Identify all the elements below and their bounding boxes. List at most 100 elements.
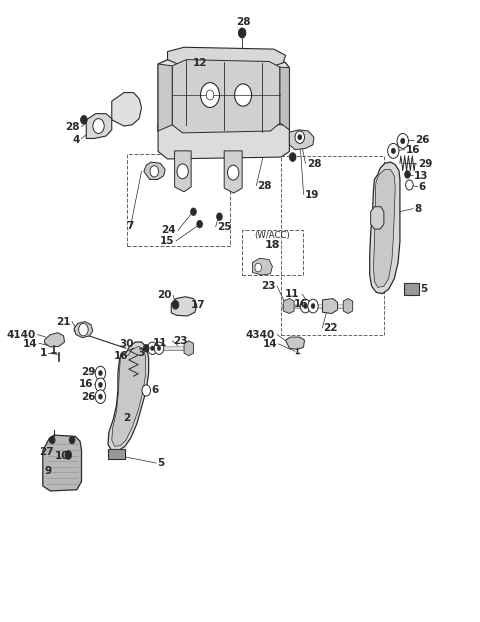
Circle shape xyxy=(49,437,55,444)
Polygon shape xyxy=(280,67,289,130)
Bar xyxy=(242,230,302,275)
Text: 16: 16 xyxy=(78,379,93,389)
Circle shape xyxy=(98,394,102,399)
Text: 16: 16 xyxy=(406,145,420,155)
Polygon shape xyxy=(45,333,64,347)
Text: 26: 26 xyxy=(416,136,430,146)
Circle shape xyxy=(98,371,102,376)
Text: 21: 21 xyxy=(56,317,71,327)
Text: 23: 23 xyxy=(173,336,188,346)
Polygon shape xyxy=(224,151,242,193)
Circle shape xyxy=(65,450,72,459)
Polygon shape xyxy=(112,346,146,447)
Text: 6: 6 xyxy=(151,386,158,396)
Text: 20: 20 xyxy=(157,290,171,300)
Circle shape xyxy=(201,83,219,108)
Circle shape xyxy=(295,131,304,144)
Text: 23: 23 xyxy=(261,281,275,291)
Text: 16: 16 xyxy=(294,299,308,309)
Polygon shape xyxy=(171,297,197,316)
Polygon shape xyxy=(373,170,395,287)
Text: 29: 29 xyxy=(81,367,96,377)
Text: 24: 24 xyxy=(161,225,176,235)
Text: 19: 19 xyxy=(304,190,319,200)
Circle shape xyxy=(177,164,188,179)
Text: 9: 9 xyxy=(45,466,52,476)
Text: 12: 12 xyxy=(193,58,208,68)
Text: 5: 5 xyxy=(420,284,428,294)
Circle shape xyxy=(142,385,151,396)
Text: 16: 16 xyxy=(114,351,129,361)
Circle shape xyxy=(69,437,75,444)
Circle shape xyxy=(235,84,252,106)
Text: 13: 13 xyxy=(414,170,429,181)
Polygon shape xyxy=(112,93,142,126)
Circle shape xyxy=(150,166,158,177)
Polygon shape xyxy=(370,162,400,294)
Text: 28: 28 xyxy=(66,122,80,132)
Circle shape xyxy=(255,263,262,272)
Polygon shape xyxy=(289,130,314,150)
Circle shape xyxy=(144,345,149,352)
Polygon shape xyxy=(175,151,191,192)
Text: 14: 14 xyxy=(23,339,37,349)
Bar xyxy=(281,156,384,335)
Text: 18: 18 xyxy=(264,239,280,249)
Text: 5: 5 xyxy=(157,458,164,468)
Polygon shape xyxy=(323,299,337,313)
Text: 10: 10 xyxy=(55,450,69,461)
Text: 29: 29 xyxy=(418,159,432,169)
Polygon shape xyxy=(158,125,289,159)
Circle shape xyxy=(206,90,214,100)
Circle shape xyxy=(151,346,154,351)
Circle shape xyxy=(308,299,318,313)
Circle shape xyxy=(93,119,104,134)
Circle shape xyxy=(239,28,246,38)
Polygon shape xyxy=(158,64,172,131)
Circle shape xyxy=(197,220,203,228)
Polygon shape xyxy=(172,60,280,133)
Circle shape xyxy=(300,299,311,313)
Text: (W/ACC): (W/ACC) xyxy=(254,231,290,240)
Text: 4140: 4140 xyxy=(7,330,36,340)
Circle shape xyxy=(298,135,301,140)
Text: 1: 1 xyxy=(40,348,47,358)
Circle shape xyxy=(95,366,106,380)
Circle shape xyxy=(405,171,410,178)
Polygon shape xyxy=(108,449,125,458)
Text: 8: 8 xyxy=(414,203,421,213)
Circle shape xyxy=(81,116,87,124)
Circle shape xyxy=(311,304,315,309)
Text: 4340: 4340 xyxy=(246,330,275,340)
Polygon shape xyxy=(168,47,286,68)
Circle shape xyxy=(406,180,413,190)
Circle shape xyxy=(388,144,399,159)
Circle shape xyxy=(228,165,239,180)
Text: 30: 30 xyxy=(119,339,133,349)
Circle shape xyxy=(397,134,408,149)
Text: 15: 15 xyxy=(160,236,175,246)
Polygon shape xyxy=(86,114,112,139)
Text: 27: 27 xyxy=(39,447,54,458)
Circle shape xyxy=(303,304,307,309)
Polygon shape xyxy=(74,322,93,338)
Polygon shape xyxy=(184,341,193,356)
Text: 26: 26 xyxy=(81,392,96,402)
Text: 17: 17 xyxy=(191,300,206,310)
Text: 11: 11 xyxy=(285,289,300,299)
Circle shape xyxy=(98,383,102,388)
Text: 28: 28 xyxy=(307,159,322,169)
Circle shape xyxy=(154,342,164,355)
Circle shape xyxy=(79,323,88,336)
Circle shape xyxy=(216,213,222,220)
Polygon shape xyxy=(252,258,272,275)
Text: 7: 7 xyxy=(126,221,133,231)
Bar xyxy=(127,154,230,246)
Polygon shape xyxy=(158,55,289,141)
Polygon shape xyxy=(144,162,165,179)
Circle shape xyxy=(289,153,296,162)
Polygon shape xyxy=(371,207,384,229)
Text: 4: 4 xyxy=(73,136,80,146)
Text: 3: 3 xyxy=(138,348,145,358)
Polygon shape xyxy=(43,435,82,491)
